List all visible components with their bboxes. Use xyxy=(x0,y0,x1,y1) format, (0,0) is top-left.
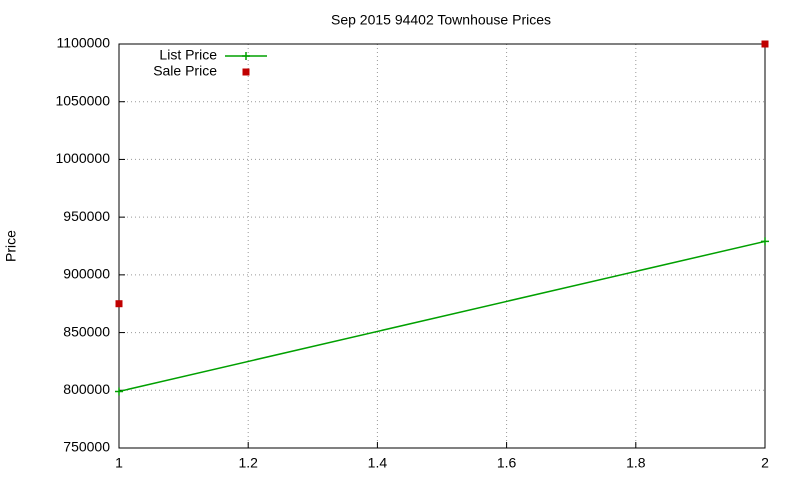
y-tick-label: 750000 xyxy=(63,439,110,455)
x-tick-label: 1.4 xyxy=(368,455,388,471)
legend-label: List Price xyxy=(159,47,217,63)
y-tick-label: 1000000 xyxy=(55,150,110,166)
y-tick-label: 850000 xyxy=(63,323,110,339)
x-tick-label: 1.2 xyxy=(238,455,258,471)
legend-marker xyxy=(242,52,250,60)
legend-label: Sale Price xyxy=(153,63,217,79)
y-tick-label: 1050000 xyxy=(55,92,110,108)
x-tick-label: 1.8 xyxy=(626,455,646,471)
x-tick-label: 2 xyxy=(761,455,769,471)
chart-title: Sep 2015 94402 Townhouse Prices xyxy=(331,12,551,28)
point xyxy=(115,387,123,396)
x-tick-label: 1.6 xyxy=(497,455,517,471)
x-tick-label: 1 xyxy=(115,455,123,471)
point xyxy=(115,300,123,308)
plot-frame xyxy=(118,43,766,449)
y-tick-label: 800000 xyxy=(63,381,110,397)
y-tick-label: 900000 xyxy=(63,266,110,282)
y-axis-label: Price xyxy=(3,230,19,262)
legend-marker xyxy=(242,68,250,76)
point xyxy=(761,40,769,48)
y-tick-label: 1100000 xyxy=(57,35,111,51)
y-tick-label: 950000 xyxy=(63,208,110,224)
series-line xyxy=(118,240,766,393)
point xyxy=(761,237,769,246)
